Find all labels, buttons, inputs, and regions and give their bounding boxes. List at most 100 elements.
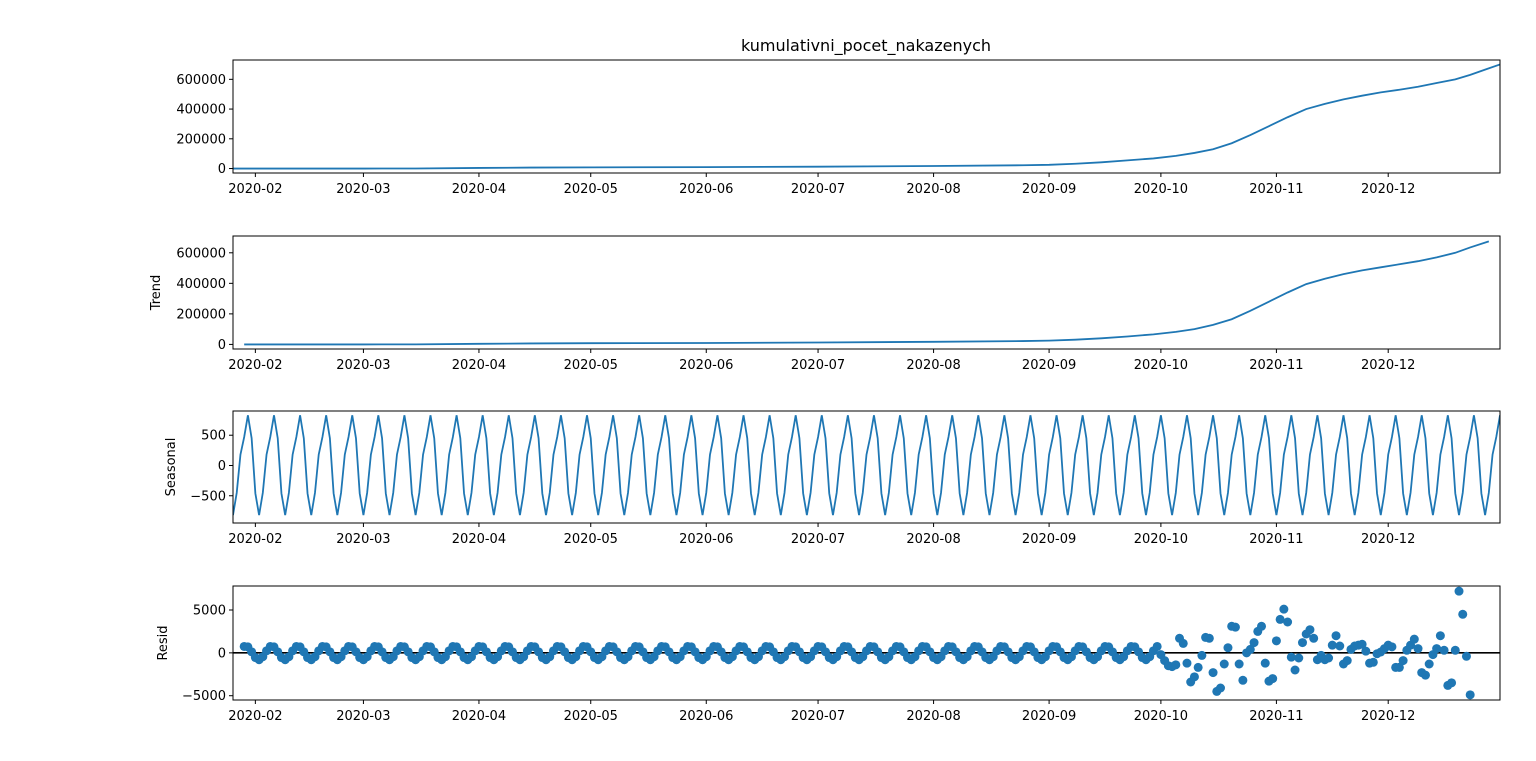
trend-line xyxy=(244,240,1490,346)
resid-point xyxy=(1275,614,1285,624)
trend-y-tick-label: 200000 xyxy=(176,307,226,322)
resid-point xyxy=(1204,633,1214,643)
resid-point xyxy=(1178,638,1188,648)
panels-group: 0 200000 400000 600000 2020-02 2020-03 2020-04… xyxy=(149,59,1501,724)
observed-x-tick-label: 2020-08 xyxy=(906,182,960,197)
resid-point xyxy=(1454,586,1464,596)
seasonal-x-tick-label: 2020-03 xyxy=(336,532,390,547)
resid-point xyxy=(1182,658,1192,668)
resid-point xyxy=(1368,657,1378,667)
resid-point xyxy=(1409,634,1419,644)
resid-point xyxy=(1271,636,1281,646)
resid-point xyxy=(1305,625,1315,635)
panel-observed: 0 200000 400000 600000 2020-02 2020-03 2020-04… xyxy=(176,59,1501,197)
resid-point xyxy=(1432,644,1442,654)
observed-x-tick-label: 2020-10 xyxy=(1134,182,1188,197)
seasonal-x-tick-label: 2020-09 xyxy=(1022,532,1076,547)
resid-point xyxy=(1458,609,1468,619)
resid-point xyxy=(1245,644,1255,654)
resid-point xyxy=(1398,656,1408,666)
resid-point xyxy=(1450,645,1460,655)
trend-x-tick-label: 2020-11 xyxy=(1249,358,1303,373)
resid-point xyxy=(1435,631,1445,641)
trend-x-tick-label: 2020-06 xyxy=(679,358,733,373)
observed-axes-frame xyxy=(232,59,1501,174)
seasonal-plot-area xyxy=(233,415,1500,516)
resid-point xyxy=(1324,653,1334,663)
trend-x-tick-label: 2020-04 xyxy=(452,358,506,373)
trend-y-tick-label: 400000 xyxy=(176,277,226,292)
resid-point xyxy=(1424,659,1434,669)
trend-y-tick-label: 600000 xyxy=(176,246,226,261)
resid-point xyxy=(1413,644,1423,654)
resid-point xyxy=(1197,650,1207,660)
seasonal-x-tick-label: 2020-07 xyxy=(791,532,845,547)
seasonal-x-tick-label: 2020-10 xyxy=(1134,532,1188,547)
resid-point xyxy=(1193,662,1203,672)
trend-y-axis-label: Trend xyxy=(149,275,164,312)
trend-axes-frame xyxy=(232,235,1501,350)
resid-point xyxy=(1447,678,1457,688)
resid-x-tick-label: 2020-04 xyxy=(452,709,506,724)
panel-seasonal: −500 0 500 2020-02 2020-03 2020-04 2020-05 2020… xyxy=(164,410,1501,547)
observed-x-tick-label: 2020-11 xyxy=(1249,182,1303,197)
resid-y-tick-label: 0 xyxy=(218,646,226,661)
resid-point xyxy=(1234,659,1244,669)
observed-x-tick-label: 2020-06 xyxy=(679,182,733,197)
trend-plot-area xyxy=(244,240,1490,346)
resid-point xyxy=(1286,652,1296,662)
seasonal-x-tick-label: 2020-06 xyxy=(679,532,733,547)
resid-point xyxy=(1238,675,1248,685)
seasonal-axes-frame xyxy=(232,410,1501,524)
observed-x-tick-label: 2020-04 xyxy=(452,182,506,197)
resid-point xyxy=(1361,646,1371,656)
figure-title: kumulativni_pocet_nakazenych xyxy=(741,36,991,56)
panel-trend: 0 200000 400000 600000 2020-02 2020-03 2020-04… xyxy=(149,235,1501,373)
resid-point xyxy=(1283,617,1293,627)
resid-x-tick-label: 2020-07 xyxy=(791,709,845,724)
trend-x-tick-label: 2020-07 xyxy=(791,358,845,373)
trend-x-tick-label: 2020-02 xyxy=(228,358,282,373)
trend-x-tick-label: 2020-10 xyxy=(1134,358,1188,373)
resid-point xyxy=(1230,622,1240,632)
resid-point xyxy=(1223,643,1233,653)
trend-x-tick-label: 2020-12 xyxy=(1361,358,1415,373)
resid-x-tick-label: 2020-02 xyxy=(228,709,282,724)
resid-point xyxy=(1189,672,1199,682)
observed-x-tick-label: 2020-05 xyxy=(564,182,618,197)
resid-plot-area xyxy=(233,586,1500,700)
seasonal-x-tick-label: 2020-02 xyxy=(228,532,282,547)
resid-point xyxy=(1357,639,1367,649)
observed-y-tick-label: 400000 xyxy=(176,103,226,118)
resid-point xyxy=(1420,670,1430,680)
resid-point xyxy=(1331,631,1341,641)
seasonal-y-tick-label: 500 xyxy=(201,429,226,444)
resid-point xyxy=(1387,642,1397,652)
resid-point xyxy=(1465,690,1475,700)
resid-point xyxy=(1171,660,1181,670)
observed-x-tick-label: 2020-09 xyxy=(1022,182,1076,197)
observed-x-tick-label: 2020-03 xyxy=(336,182,390,197)
panel-resid: −5000 0 5000 2020-02 2020-03 2020-04 2020-05 20… xyxy=(156,585,1501,724)
resid-point xyxy=(1219,659,1229,669)
resid-point xyxy=(1249,638,1259,648)
resid-x-tick-label: 2020-09 xyxy=(1022,709,1076,724)
resid-point xyxy=(1216,683,1226,693)
resid-x-tick-label: 2020-03 xyxy=(336,709,390,724)
resid-point xyxy=(1257,621,1267,631)
resid-point xyxy=(1279,604,1289,614)
resid-point xyxy=(1394,662,1404,672)
observed-y-tick-label: 200000 xyxy=(176,132,226,147)
observed-x-tick-label: 2020-12 xyxy=(1361,182,1415,197)
resid-point xyxy=(1335,641,1345,651)
trend-x-tick-label: 2020-05 xyxy=(564,358,618,373)
seasonal-x-tick-label: 2020-08 xyxy=(906,532,960,547)
observed-x-tick-label: 2020-02 xyxy=(228,182,282,197)
seasonal-y-tick-label: −500 xyxy=(190,489,226,504)
observed-y-tick-label: 0 xyxy=(218,162,226,177)
trend-y-tick-label: 0 xyxy=(218,338,226,353)
resid-point xyxy=(1342,656,1352,666)
resid-point xyxy=(1327,640,1337,650)
resid-point xyxy=(1290,665,1300,675)
